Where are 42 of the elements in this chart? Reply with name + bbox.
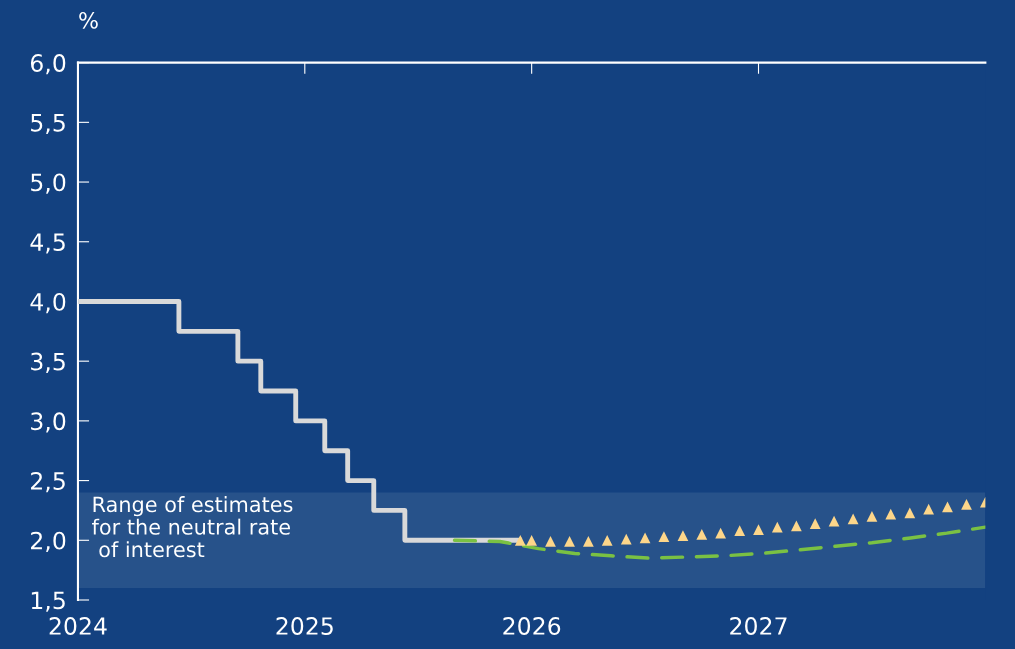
y-tick-label: 5,5 <box>31 114 65 135</box>
y-axis-title: % <box>79 11 98 29</box>
point <box>639 532 651 544</box>
point <box>734 525 746 537</box>
point <box>526 534 538 546</box>
y-tick-label: 2,0 <box>31 531 66 553</box>
point <box>601 534 613 546</box>
point <box>942 501 953 513</box>
x-tick-label: 2026 <box>503 617 561 635</box>
y-tick-label: 3,0 <box>31 412 66 433</box>
point <box>828 515 840 527</box>
point <box>514 534 526 546</box>
point <box>753 524 764 535</box>
point <box>923 503 935 515</box>
x-tick-label: 2025 <box>276 617 333 635</box>
point <box>904 507 916 519</box>
point <box>866 511 878 522</box>
point <box>582 536 594 547</box>
point <box>809 518 821 529</box>
point <box>545 536 556 547</box>
point <box>771 521 783 533</box>
point <box>847 513 859 525</box>
y-tick-label: 4,5 <box>30 233 65 254</box>
y-tick-label: 3,5 <box>31 352 65 373</box>
x-tick-label: 2024 <box>49 617 107 635</box>
x-tick-label: 2027 <box>730 617 787 635</box>
point <box>696 528 708 540</box>
point <box>564 536 575 547</box>
y-tick-label: 2,5 <box>31 472 65 493</box>
line-series <box>452 525 986 560</box>
y-tick-label: 6,0 <box>30 54 66 75</box>
point <box>677 530 689 541</box>
point <box>620 533 632 545</box>
point <box>961 499 972 510</box>
y-tick-label: 4,0 <box>30 292 66 314</box>
y-tick-label: 1,5 <box>31 591 65 612</box>
point <box>885 508 897 520</box>
band-label: Range of estimates for the neutral rate of interest <box>92 496 293 558</box>
point <box>791 520 802 532</box>
point <box>715 527 726 539</box>
point <box>658 531 670 543</box>
y-tick-label: 5,0 <box>31 173 66 194</box>
